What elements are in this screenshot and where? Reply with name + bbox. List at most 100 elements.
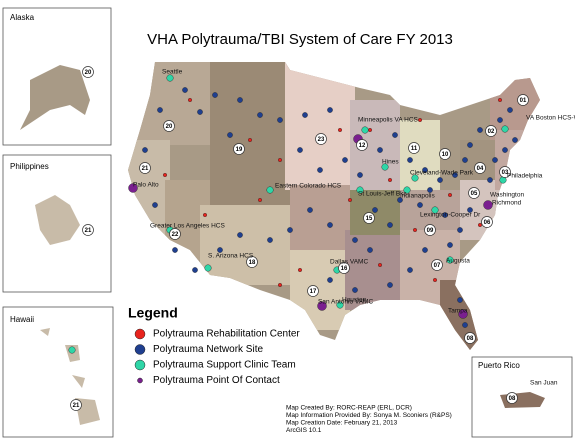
- site-marker: [448, 192, 453, 197]
- site-marker: [361, 126, 369, 134]
- visn-badge: [517, 94, 529, 106]
- visn-badge: [506, 392, 518, 404]
- visn-badge: [424, 224, 436, 236]
- visn-badge: [464, 332, 476, 344]
- visn-number: 18: [249, 260, 256, 266]
- site-marker: [433, 278, 438, 283]
- site-marker: [417, 202, 423, 208]
- site-marker: [483, 200, 493, 210]
- site-marker: [457, 227, 463, 233]
- site-marker: [277, 117, 283, 123]
- city-label: Eastern Colorado HCS: [275, 183, 342, 190]
- visn-badge: [315, 133, 327, 145]
- legend-title: Legend: [128, 305, 178, 321]
- site-marker: [377, 147, 383, 153]
- site-marker: [192, 267, 198, 273]
- visn-number: 09: [427, 228, 434, 234]
- site-marker: [352, 287, 358, 293]
- city-label: Philadelphia: [507, 173, 543, 180]
- credit-line: Map Creation Date: February 21, 2013: [286, 420, 398, 427]
- site-marker: [247, 137, 252, 142]
- visn-number: 05: [471, 191, 478, 197]
- site-marker: [437, 177, 443, 183]
- credit-line: Map Created By: RORC-REAP (ERL, DCR): [286, 405, 412, 412]
- site-marker: [502, 147, 508, 153]
- visn-badge: [82, 224, 94, 236]
- visn-badge: [163, 120, 175, 132]
- city-label: San Juan: [530, 380, 558, 387]
- site-marker: [467, 142, 473, 148]
- legend-swatch: [134, 328, 146, 340]
- site-marker: [142, 147, 148, 153]
- site-marker: [457, 297, 463, 303]
- visn-badge: [485, 125, 497, 137]
- site-marker: [217, 247, 223, 253]
- visn-number: 20: [166, 124, 173, 130]
- site-marker: [392, 132, 398, 138]
- visn-badge: [169, 228, 181, 240]
- site-marker: [387, 282, 393, 288]
- site-marker: [422, 167, 428, 173]
- site-marker: [462, 157, 468, 163]
- site-marker: [237, 232, 243, 238]
- legend-label: Polytrauma Rehabilitation Center: [153, 329, 300, 340]
- site-marker: [411, 174, 419, 182]
- site-marker: [367, 247, 373, 253]
- site-marker: [442, 212, 448, 218]
- site-marker: [227, 132, 233, 138]
- site-marker: [378, 263, 383, 268]
- inset-title: Hawaii: [10, 315, 34, 324]
- site-marker: [157, 107, 163, 113]
- visn-badge: [356, 139, 368, 151]
- site-marker: [172, 247, 178, 253]
- site-marker: [458, 309, 468, 319]
- site-marker: [477, 127, 483, 133]
- visn-badge: [307, 285, 319, 297]
- site-marker: [266, 186, 274, 194]
- visn-number: 11: [411, 146, 418, 152]
- site-marker: [507, 107, 513, 113]
- site-marker: [338, 127, 343, 132]
- visn-number: 21: [142, 166, 149, 172]
- site-marker: [487, 177, 493, 183]
- visn-badge: [233, 143, 245, 155]
- city-label: Lexington-Cooper Dr: [420, 212, 481, 219]
- site-marker: [431, 206, 439, 214]
- visn-badge: [139, 162, 151, 174]
- visn-number: 22: [172, 232, 179, 238]
- site-marker: [381, 163, 389, 171]
- site-marker: [257, 112, 263, 118]
- site-marker: [418, 117, 423, 122]
- site-marker: [462, 322, 468, 328]
- site-marker: [372, 207, 378, 213]
- legend-label: Polytrauma Point Of Contact: [153, 375, 280, 386]
- site-marker: [182, 87, 188, 93]
- visn-badge: [439, 148, 451, 160]
- site-marker: [447, 242, 453, 248]
- site-marker: [317, 301, 327, 311]
- inset-title: Alaska: [10, 13, 35, 22]
- visn-badge: [338, 262, 350, 274]
- site-marker: [352, 237, 358, 243]
- city-label: Hines: [382, 159, 399, 166]
- site-marker: [302, 112, 308, 118]
- site-marker: [278, 283, 283, 288]
- visn-badge: [70, 399, 82, 411]
- city-label: Cleveland-Wade Park: [410, 170, 474, 177]
- site-marker: [407, 157, 413, 163]
- legend-label: Polytrauma Support Clinic Team: [153, 360, 296, 371]
- visn-number: 21: [73, 403, 80, 409]
- city-label: Seattle: [162, 69, 183, 76]
- site-marker: [413, 227, 418, 232]
- site-marker: [452, 172, 458, 178]
- visn-badge: [468, 187, 480, 199]
- city-label: Tampa: [448, 308, 468, 315]
- visn-number: 17: [310, 289, 317, 295]
- legend-swatch: [134, 359, 146, 371]
- inset-title: Puerto Rico: [478, 361, 520, 370]
- city-label: Greater Los Angeles HCS: [150, 223, 225, 230]
- site-marker: [397, 197, 403, 203]
- site-marker: [202, 212, 207, 217]
- visn-number: 19: [236, 147, 243, 153]
- site-marker: [267, 237, 273, 243]
